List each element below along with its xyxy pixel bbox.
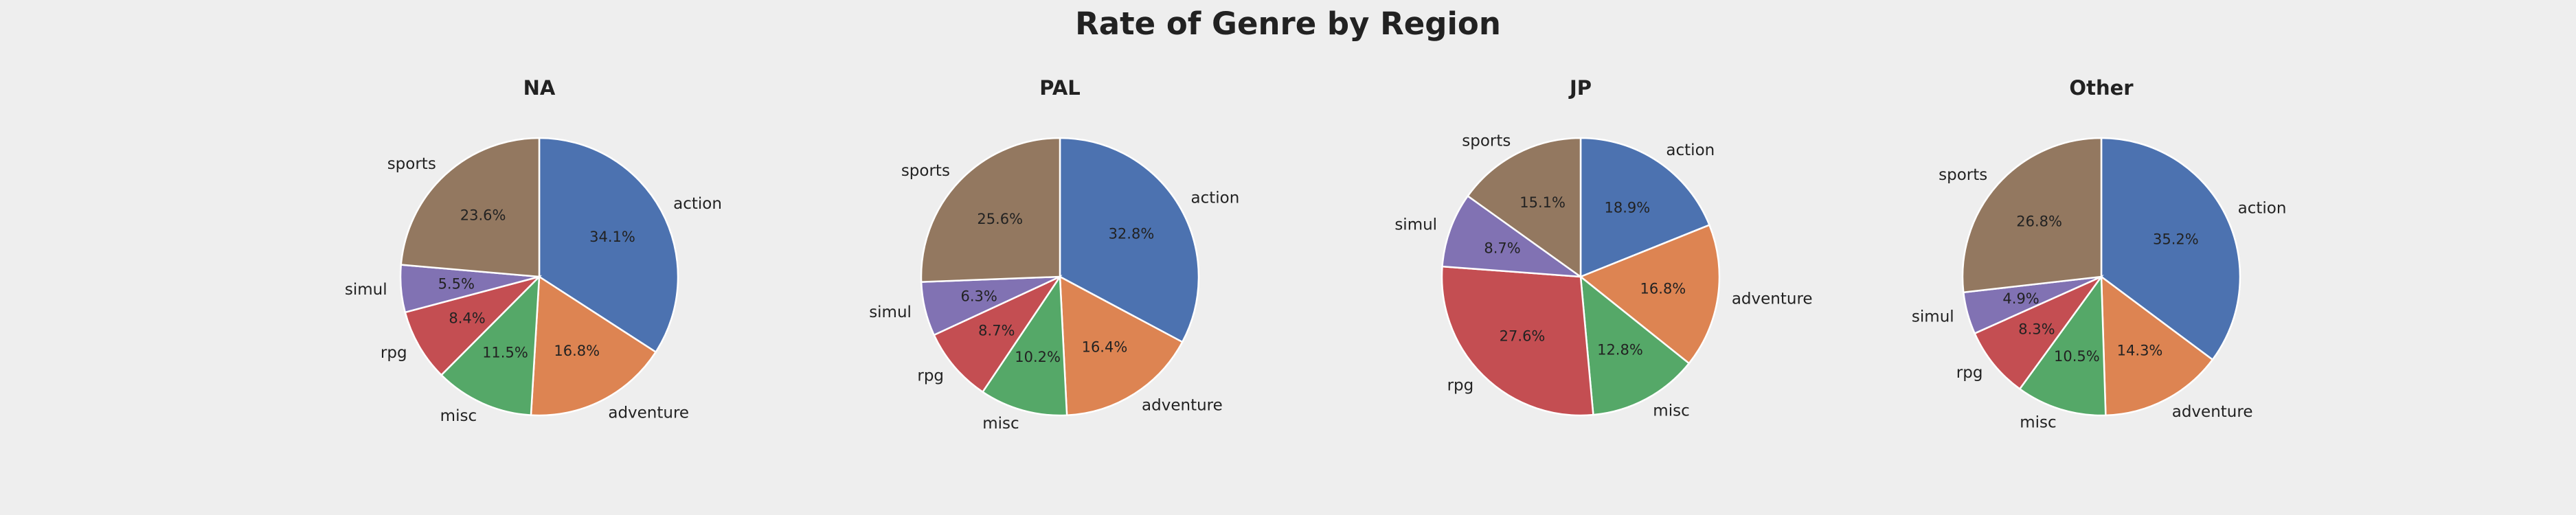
pie-value-label-jp-sports: 15.1%	[1519, 194, 1566, 211]
pie-category-label-na-action: action	[673, 195, 722, 213]
pie-chart-pal: PAL 32.8% action 16.4% adventure 10.2% misc 8.7…	[869, 76, 1239, 433]
pie-value-label-na-simul: 5.5%	[438, 275, 475, 292]
pie-category-label-jp-simul: simul	[1394, 216, 1437, 233]
pie-category-label-na-adventure: adventure	[608, 404, 689, 422]
pie-category-label-na-rpg: rpg	[381, 344, 407, 362]
pie-slice-na-adventure	[530, 275, 657, 417]
pie-value-label-jp-adventure: 16.8%	[1640, 281, 1686, 297]
pie-category-label-na-misc: misc	[440, 407, 477, 425]
pie-value-label-other-simul: 4.9%	[2002, 290, 2039, 307]
pie-slice-pal-sports	[920, 137, 1061, 283]
pie-value-label-na-adventure: 16.8%	[554, 343, 600, 359]
pie-slice-pal-adventure	[1059, 275, 1184, 417]
pie-slice-na-sports	[400, 137, 541, 278]
pie-slice-jp-simul	[1441, 194, 1584, 278]
pie-value-label-pal-misc: 10.2%	[1015, 349, 1061, 365]
pie-category-label-pal-misc: misc	[982, 415, 1019, 433]
pie-category-label-other-rpg: rpg	[1956, 364, 1983, 382]
pie-category-label-pal-adventure: adventure	[1142, 397, 1223, 415]
pie-category-label-pal-action: action	[1191, 190, 1240, 207]
pie-value-label-other-adventure: 14.3%	[2117, 342, 2163, 358]
pie-value-label-na-misc: 11.5%	[482, 345, 528, 361]
pie-category-label-na-simul: simul	[345, 281, 387, 299]
pie-category-label-jp-action: action	[1666, 141, 1715, 159]
pie-value-label-other-misc: 10.5%	[2054, 348, 2100, 365]
pie-slice-other-sports	[1961, 137, 2103, 294]
pie-chart-na: NA 34.1% action 16.8% adventure 11.5% misc 8.4%…	[345, 76, 722, 425]
pie-value-label-jp-misc: 12.8%	[1597, 342, 1643, 358]
pie-category-label-na-sports: sports	[387, 155, 436, 173]
pie-category-label-jp-misc: misc	[1653, 402, 1689, 420]
pie-chart-other: Other 35.2% action 14.3% adventure 10.5% misc 8…	[1912, 76, 2286, 431]
pie-value-label-jp-action: 18.9%	[1605, 200, 1651, 216]
pie-category-label-other-action: action	[2238, 199, 2287, 217]
pie-slice-jp-adventure	[1579, 224, 1721, 365]
pie-value-label-pal-simul: 6.3%	[960, 288, 997, 304]
pie-value-label-na-sports: 23.6%	[460, 207, 506, 224]
pie-slice-na-rpg	[404, 275, 543, 376]
pie-value-label-jp-rpg: 27.6%	[1500, 328, 1546, 344]
pie-slice-other-misc	[2018, 274, 2107, 417]
pie-chart-jp: JP 18.9% action 16.8% adventure 12.8% misc 27.6…	[1394, 76, 1812, 420]
pie-title-other: Other	[2069, 76, 2134, 100]
pie-category-label-pal-rpg: rpg	[917, 367, 944, 385]
pie-slice-jp-action	[1579, 137, 1711, 278]
pie-category-label-other-adventure: adventure	[2172, 403, 2253, 421]
pie-slice-other-adventure	[2100, 275, 2214, 417]
pie-category-label-pal-sports: sports	[901, 162, 950, 180]
pie-value-label-pal-action: 32.8%	[1109, 226, 1155, 242]
pie-value-label-other-action: 35.2%	[2153, 231, 2199, 248]
pie-charts: NA 34.1% action 16.8% adventure 11.5% misc 8.4%…	[345, 76, 2287, 433]
pie-slice-pal-misc	[981, 274, 1068, 417]
pie-title-pal: PAL	[1039, 76, 1081, 100]
pie-value-label-na-action: 34.1%	[589, 229, 635, 245]
pie-category-label-other-sports: sports	[1939, 166, 1987, 184]
pie-slice-jp-rpg	[1440, 265, 1594, 417]
pie-slice-other-rpg	[1973, 274, 2104, 391]
pie-category-label-jp-adventure: adventure	[1732, 290, 1813, 308]
pie-slice-jp-misc	[1579, 275, 1691, 416]
pie-value-label-pal-adventure: 16.4%	[1082, 339, 1128, 355]
pie-slice-other-action	[2100, 137, 2241, 361]
pie-category-label-jp-sports: sports	[1462, 132, 1511, 150]
pie-value-label-jp-simul: 8.7%	[1484, 240, 1520, 257]
pie-category-label-other-simul: simul	[1912, 308, 1954, 326]
pie-title-jp: JP	[1568, 76, 1592, 100]
pie-value-label-other-rpg: 8.3%	[2018, 321, 2055, 337]
pie-value-label-pal-rpg: 8.7%	[978, 323, 1015, 339]
pie-value-label-pal-sports: 25.6%	[977, 211, 1023, 227]
pie-category-label-jp-rpg: rpg	[1447, 376, 1474, 394]
pie-slice-pal-rpg	[933, 274, 1063, 393]
pie-value-label-na-rpg: 8.4%	[449, 310, 485, 327]
pie-category-label-pal-simul: simul	[869, 304, 912, 321]
pie-slice-pal-action	[1059, 137, 1200, 343]
pie-value-label-other-sports: 26.8%	[2016, 213, 2062, 229]
pie-title-na: NA	[523, 76, 556, 100]
pie-slice-jp-sports	[1466, 137, 1582, 279]
pie-category-label-other-misc: misc	[2020, 413, 2056, 431]
figure-title: Rate of Genre by Region	[1075, 5, 1501, 42]
pie-slice-na-misc	[440, 274, 541, 416]
